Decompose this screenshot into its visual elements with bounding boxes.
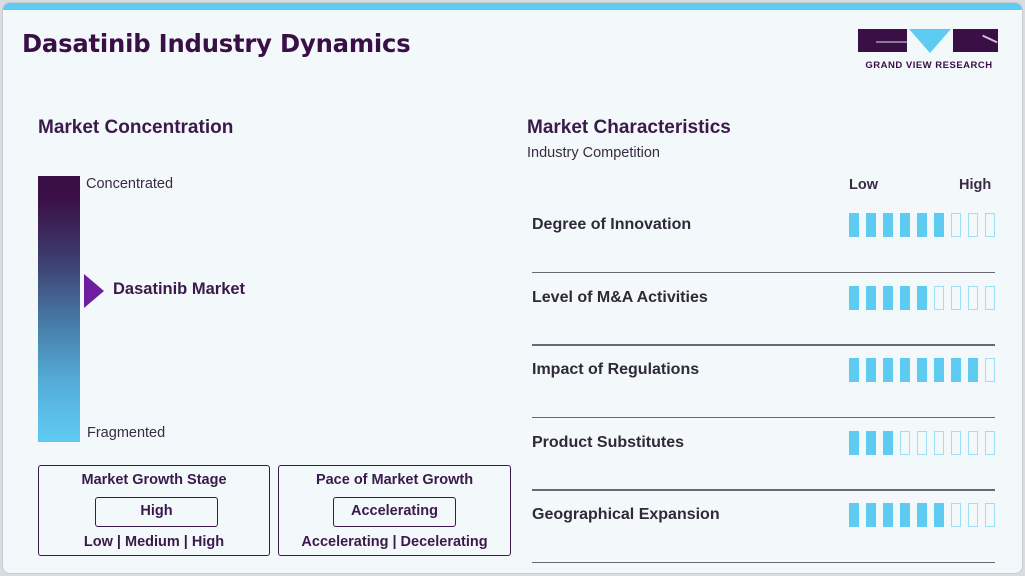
level-segment-filled	[866, 358, 876, 382]
characteristic-row: Degree of Innovation	[532, 200, 995, 273]
market-position-label: Dasatinib Market	[113, 280, 246, 298]
level-segment-filled	[900, 213, 910, 237]
level-segment-empty	[985, 358, 995, 382]
characteristic-label: Level of M&A Activities	[532, 288, 708, 306]
market-position-arrow-icon	[84, 274, 104, 308]
top-accent-bar	[3, 3, 1022, 10]
level-segment-empty	[968, 430, 978, 455]
level-segment-empty	[951, 285, 961, 310]
level-segment-filled	[866, 503, 876, 527]
level-segment-empty	[985, 503, 995, 527]
level-segment-empty	[968, 285, 978, 310]
growth-stage-value: High	[95, 497, 218, 527]
characteristic-row: Impact of Regulations	[532, 345, 995, 418]
logo-r-block	[953, 29, 998, 52]
row-divider	[532, 271, 995, 273]
level-segment-filled	[951, 358, 961, 382]
level-segment-filled	[849, 503, 859, 527]
level-segment-filled	[917, 285, 927, 310]
market-characteristics-heading: Market Characteristics	[527, 117, 731, 138]
level-meter	[849, 358, 995, 382]
level-segment-filled	[883, 285, 893, 310]
level-segment-filled	[883, 503, 893, 527]
level-segment-filled	[900, 358, 910, 382]
characteristic-row: Product Substitutes	[532, 418, 995, 491]
level-segment-filled	[900, 285, 910, 310]
level-segment-filled	[866, 430, 876, 455]
characteristic-label: Degree of Innovation	[532, 216, 692, 233]
characteristic-row: Level of M&A Activities	[532, 273, 995, 346]
characteristic-label: Geographical Expansion	[532, 506, 720, 523]
level-segment-filled	[934, 358, 944, 382]
level-meter	[849, 213, 995, 237]
level-segment-filled	[883, 213, 893, 237]
level-segment-empty	[951, 213, 961, 237]
level-segment-empty	[934, 285, 944, 310]
growth-stage-options: Low | Medium | High	[83, 534, 225, 550]
level-segment-filled	[934, 213, 944, 237]
page-title: Dasatinib Industry Dynamics	[22, 29, 411, 58]
level-segment-filled	[917, 213, 927, 237]
level-segment-empty	[900, 430, 910, 455]
logo-v-triangle-icon	[909, 29, 951, 53]
level-segment-filled	[934, 503, 944, 527]
level-segment-empty	[917, 430, 927, 455]
level-segment-filled	[866, 285, 876, 310]
growth-stage-title: Market Growth Stage	[81, 472, 227, 488]
row-divider	[532, 416, 995, 418]
logo-text: GRAND VIEW RESEARCH	[865, 60, 993, 71]
market-growth-stage-box: Market Growth Stage High Low | Medium | …	[38, 465, 270, 556]
level-segment-empty	[968, 503, 978, 527]
scale-low-label: Low	[849, 177, 878, 193]
level-meter	[849, 285, 995, 310]
level-segment-empty	[968, 213, 978, 237]
concentrated-label: Concentrated	[86, 176, 174, 192]
fragmented-label: Fragmented	[87, 425, 166, 441]
level-segment-empty	[934, 430, 944, 455]
industry-competition-subheading: Industry Competition	[527, 145, 660, 161]
grand-view-research-logo: GRAND VIEW RESEARCH	[856, 29, 1001, 73]
logo-g-block	[858, 29, 907, 52]
level-segment-filled	[917, 358, 927, 382]
level-segment-empty	[951, 503, 961, 527]
level-segment-filled	[883, 430, 893, 455]
characteristic-label: Impact of Regulations	[532, 361, 700, 378]
level-segment-filled	[849, 285, 859, 310]
characteristic-row: Geographical Expansion	[532, 490, 995, 563]
level-segment-filled	[849, 430, 859, 455]
level-segment-filled	[849, 213, 859, 237]
level-segment-filled	[900, 503, 910, 527]
row-divider	[532, 344, 995, 346]
level-segment-empty	[951, 430, 961, 455]
level-segment-filled	[917, 503, 927, 527]
level-segment-filled	[866, 213, 876, 237]
growth-pace-value: Accelerating	[333, 497, 456, 527]
level-meter	[849, 503, 995, 527]
pace-of-market-growth-box: Pace of Market Growth Accelerating Accel…	[278, 465, 511, 556]
scale-high-label: High	[959, 177, 992, 193]
level-segment-empty	[985, 285, 995, 310]
logo-g-notch	[876, 41, 907, 43]
level-segment-empty	[985, 430, 995, 455]
market-concentration-heading: Market Concentration	[38, 117, 234, 138]
growth-pace-options: Accelerating | Decelerating	[301, 534, 488, 550]
level-meter	[849, 430, 995, 455]
characteristic-label: Product Substitutes	[532, 433, 685, 451]
level-segment-filled	[883, 358, 893, 382]
level-segment-empty	[985, 213, 995, 237]
growth-pace-title: Pace of Market Growth	[315, 472, 474, 488]
level-segment-filled	[968, 358, 978, 382]
level-segment-filled	[849, 358, 859, 382]
concentration-gradient-bar	[38, 176, 80, 442]
row-divider	[532, 561, 995, 563]
row-divider	[532, 489, 995, 491]
